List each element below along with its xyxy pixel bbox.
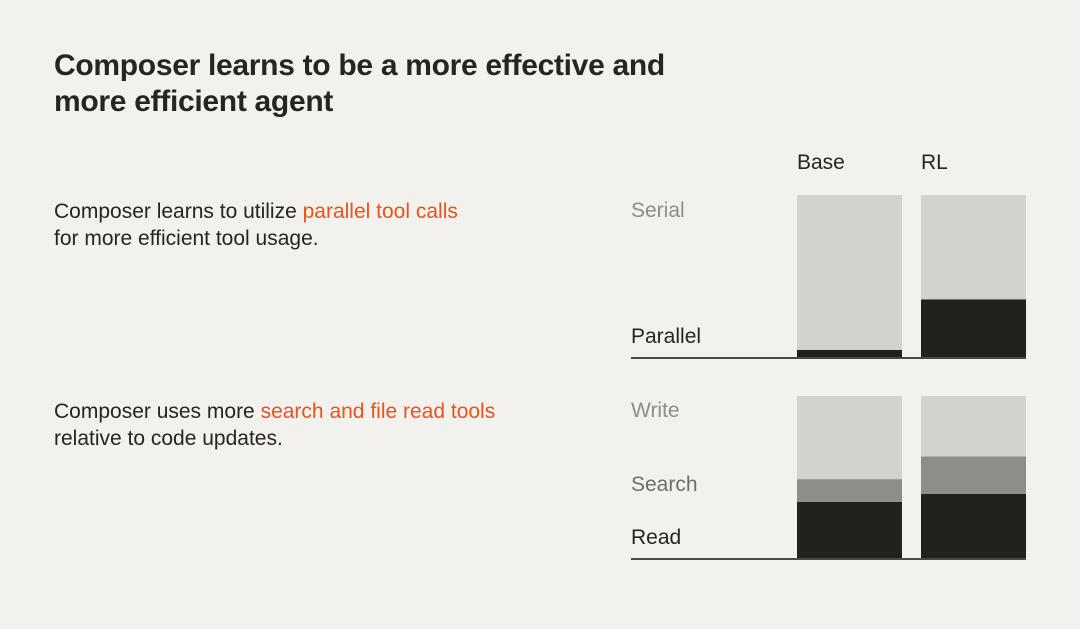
bar-rl-parallel bbox=[921, 299, 1026, 358]
bar-base-search bbox=[797, 479, 902, 502]
legend-write: Write bbox=[631, 399, 680, 422]
legend-search: Search bbox=[631, 473, 698, 496]
bar-rl-search bbox=[921, 456, 1026, 494]
page-title: Composer learns to be a more effective a… bbox=[54, 49, 665, 118]
bar-base-serial bbox=[797, 195, 902, 350]
legend-read: Read bbox=[631, 526, 682, 549]
bar-rl-write bbox=[921, 396, 1026, 457]
axis-baseline-1 bbox=[631, 357, 1026, 359]
legend-serial: Serial bbox=[631, 199, 685, 222]
column-label-base: Base bbox=[797, 151, 845, 174]
desc-text: Composer learns to utilize bbox=[54, 200, 303, 223]
desc-text: for more efficient tool usage. bbox=[54, 227, 319, 250]
desc-text: relative to code updates. bbox=[54, 427, 283, 450]
bar-base-write bbox=[797, 396, 902, 480]
desc-highlight: parallel tool calls bbox=[302, 200, 458, 223]
axis-baseline-2 bbox=[631, 558, 1026, 560]
desc-text: Composer uses more bbox=[54, 400, 261, 423]
bar-base-read bbox=[797, 501, 902, 559]
bar-rl-serial bbox=[921, 195, 1026, 300]
column-label-rl: RL bbox=[921, 151, 948, 174]
bar-base-parallel bbox=[797, 349, 902, 358]
desc-highlight: search and file read tools bbox=[260, 400, 496, 423]
section-1-description: Composer learns to utilize parallel tool… bbox=[54, 198, 574, 252]
legend-parallel: Parallel bbox=[631, 325, 702, 348]
section-2-description: Composer uses more search and file read … bbox=[54, 398, 574, 452]
bar-rl-read bbox=[921, 493, 1026, 559]
